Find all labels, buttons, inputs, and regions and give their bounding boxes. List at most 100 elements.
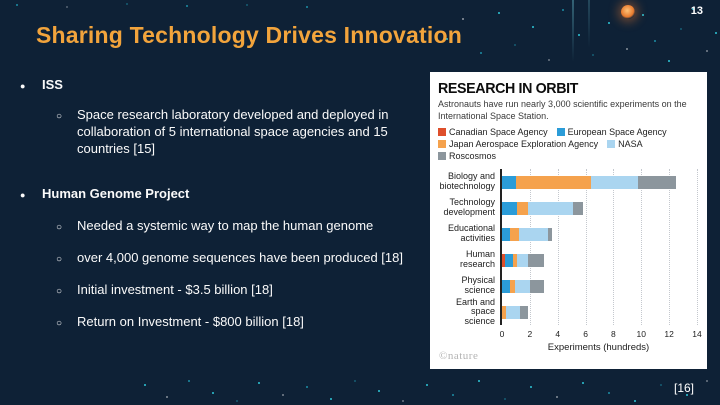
decorative-dots-bottom [140,374,142,376]
bar-segment [591,175,639,189]
bar-segment [513,253,518,267]
decorative-dots-top-right [440,4,442,6]
bar-row [502,273,697,299]
sub-bullet-item: ○ over 4,000 genome sequences have been p… [56,249,430,266]
x-tick-label: 14 [692,329,702,340]
bar-segment [502,279,511,293]
bar-segment [529,279,544,293]
legend-swatch [438,152,446,161]
decorative-orange-orb [621,5,635,19]
bar-row [502,169,697,195]
plot-area: 0 2 4 6 8 10 12 14 [500,169,702,339]
nature-credit: ©nature [439,350,479,362]
sub-bullet-item: ○ Needed a systemic way to map the human … [56,217,430,234]
slide-title: Sharing Technology Drives Innovation [36,22,462,48]
bar-segment [520,305,529,319]
stacked-bar [502,227,697,241]
bar-row [502,299,697,325]
bar-segment [502,253,505,267]
citation-reference: [16] [673,381,694,395]
bar-segment [506,305,521,319]
bullet-list: ● ISS ○ Space research laboratory developed… [18,76,430,331]
x-axis-title: Experiments (hundreds) [547,342,650,354]
sub-bullet-text: Needed a systemic way to map the human g… [77,217,374,233]
bar-segment [502,227,511,241]
stacked-bar [502,175,697,189]
sub-bullet-dot: ○ [56,318,63,330]
bar-row [502,221,697,247]
category-label: Technology development [443,197,495,218]
category-label: Earth and space science [455,296,495,327]
legend-label: NASA [618,139,643,150]
legend-item: Japan Aerospace Exploration Agency [438,139,598,149]
bar-segment [510,227,519,241]
x-tick-label: 8 [611,329,616,340]
bullet-item: ● Human Genome Project [18,185,430,202]
bar-row [502,195,697,221]
x-tick-label: 10 [636,329,647,340]
bar-segment [510,279,515,293]
gridline [529,169,531,326]
legend-item: Canadian Space Agency [438,127,548,137]
bullet-dot: ● [20,189,26,200]
gridline [585,169,587,326]
bar-segment [517,201,529,215]
bullet-label: ISS [42,77,63,92]
gridline [641,169,643,326]
sub-bullet-dot: ○ [56,286,63,298]
bar-segment [502,175,516,189]
stacked-bar [502,279,697,293]
bullet-group: ● ISS ○ Space research laboratory developed… [18,76,430,158]
sub-bullet-text: Return on Investment - $800 billion [18] [77,314,304,330]
y-axis-labels: Biology and biotechnology Technology deve… [438,169,500,327]
gridline [669,169,671,326]
gridline [613,169,615,326]
sub-bullet-item: ○ Space research laboratory developed and… [56,106,430,157]
bar-segment [515,175,592,189]
chart-subtitle: Astronauts have run nearly 3,000 scienti… [438,99,687,121]
x-tick-label: 2 [527,329,533,340]
bar-segment [638,175,677,189]
legend-label: Japan Aerospace Exploration Agency [449,139,599,150]
bar-segment [514,279,530,293]
legend-label: European Space Agency [567,127,667,138]
bar-segment [504,253,514,267]
sub-bullet-text: Space research laboratory developed and … [77,107,389,157]
chart-card: RESEARCH IN ORBIT Astronauts have run ne… [430,72,707,369]
bar-segment [547,227,553,241]
x-tick-label: 6 [583,329,588,340]
x-tick-label: 0 [499,329,505,340]
category-label: Physical science [461,275,495,296]
sub-bullet-dot: ○ [56,221,63,233]
bar-segment [518,227,548,241]
x-tick-label: 4 [555,329,561,340]
stacked-bar [502,253,697,267]
bar-segment [502,305,507,319]
sub-bullet-item: ○ Initial investment - $3.5 billion [18] [56,281,430,298]
legend-swatch [607,140,616,149]
bullet-dot: ● [20,81,26,91]
stacked-bar [502,305,697,319]
bullet-label: Human Genome Project [42,185,190,201]
legend-label: Roscosmos [449,151,497,162]
legend-swatch [438,128,446,137]
category-label: Educational activities [447,223,495,244]
sub-bullet-text: over 4,000 genome sequences have been pr… [77,249,403,265]
page-number: 13 [690,5,703,17]
bar-segment [528,201,574,215]
bar-segment [573,201,584,215]
gridline [557,169,559,326]
chart-title: RESEARCH IN ORBIT [438,80,579,97]
legend-item: Roscosmos [438,151,496,161]
bar-row [502,247,697,273]
gridline [697,169,698,326]
bullet-group: ● Human Genome Project ○ Needed a systemic … [18,185,430,331]
stacked-bar [502,201,697,215]
decorative-dots-top-edge [6,2,8,4]
sub-bullet-dot: ○ [56,111,63,123]
legend-item: European Space Agency [556,127,667,138]
legend-item: NASA [607,139,643,149]
chart-body: Biology and biotechnology Technology deve… [438,169,702,339]
bar-segment [528,253,544,267]
